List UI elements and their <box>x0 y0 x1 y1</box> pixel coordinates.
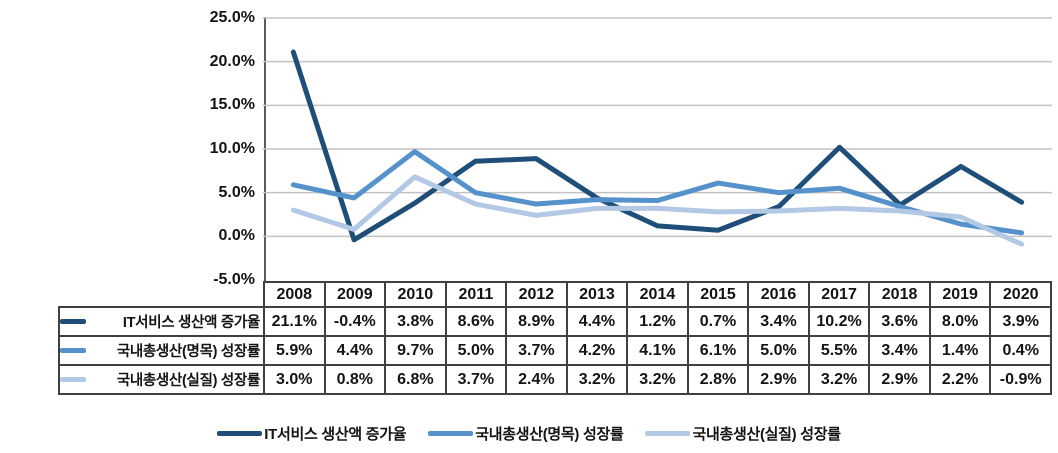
year-cell: 2012 <box>505 281 568 308</box>
table-row: 국내총생산(실질) 성장률 3.0% 0.8% 6.8% 3.7% 2.4% 3.2% 3.2… <box>58 364 1052 395</box>
legend-label: IT서비스 생산액 증가율 <box>264 425 407 443</box>
value-cell: 6.8% <box>384 364 447 395</box>
legend-item: IT서비스 생산액 증가율 <box>217 423 407 444</box>
value-cell: 4.4% <box>323 335 387 366</box>
series-line <box>290 149 1025 236</box>
series-label: 국내총생산(실질) 성장률 <box>116 373 260 389</box>
series-label: IT서비스 생산액 증가율 <box>122 315 260 331</box>
value-cell: 3.2% <box>807 364 871 395</box>
year-cell: 2013 <box>565 281 629 308</box>
value-cell: 0.8% <box>323 364 387 395</box>
value-cell: 5.5% <box>807 335 871 366</box>
value-cell: 10.2% <box>807 306 871 337</box>
value-cell: 2.9% <box>868 364 931 395</box>
series-line <box>290 174 1025 247</box>
value-cell: 1.2% <box>626 306 689 337</box>
value-cell: 5.9% <box>263 335 326 366</box>
legend: IT서비스 생산액 증가율 국내총생산(명목) 성장률 국내총생산(실질) 성장률 <box>0 420 1058 446</box>
y-tick-label: 15.0% <box>209 96 255 114</box>
year-cell: 2008 <box>263 281 326 308</box>
value-cell: 3.0% <box>263 364 326 395</box>
series-key-line-icon <box>61 348 86 353</box>
value-cell: 21.1% <box>263 306 326 337</box>
value-cell: 6.1% <box>686 335 750 366</box>
value-cell: 8.0% <box>928 306 992 337</box>
table-corner-blank <box>59 282 264 307</box>
value-cell: 4.2% <box>565 335 629 366</box>
series-key-line-icon <box>61 319 86 324</box>
value-cell: 2.2% <box>928 364 992 395</box>
value-cell: 1.4% <box>928 335 992 366</box>
plot <box>263 17 1052 247</box>
year-cell: 2010 <box>384 281 447 308</box>
table-row: IT서비스 생산액 증가율 21.1% -0.4% 3.8% 8.6% 8.9% 4.4% 1… <box>58 306 1052 337</box>
value-cell: 8.9% <box>505 306 568 337</box>
year-cell: 2015 <box>686 281 750 308</box>
y-tick-label: 20.0% <box>209 52 255 70</box>
y-axis-labels: 25.0% 20.0% 15.0% 10.0% 5.0% 0.0% -5.0% <box>0 0 255 300</box>
value-cell: -0.9% <box>989 364 1052 395</box>
value-cell: 3.2% <box>565 364 629 395</box>
value-cell: 3.8% <box>384 306 447 337</box>
y-tick-label: 25.0% <box>209 9 255 26</box>
value-cell: 5.0% <box>444 335 508 366</box>
value-cell: 2.8% <box>686 364 750 395</box>
value-cell: -0.4% <box>323 306 387 337</box>
legend-line-icon <box>217 430 263 436</box>
year-cell: 2014 <box>626 281 689 308</box>
legend-label: 국내총생산(실질) 성장률 <box>692 425 841 443</box>
value-cell: 2.4% <box>505 364 568 395</box>
value-cell: 5.0% <box>747 335 810 366</box>
year-cell: 2016 <box>747 281 810 308</box>
y-tick-label: -5.0% <box>213 271 255 288</box>
legend-label: 국내총생산(명목) 성장률 <box>475 425 624 443</box>
legend-line-icon <box>645 430 691 436</box>
series-label-cell: IT서비스 생산액 증가율 <box>58 306 265 337</box>
year-cell: 2019 <box>928 281 992 308</box>
value-cell: 3.4% <box>868 335 931 366</box>
legend-item: 국내총생산(실질) 성장률 <box>645 423 841 444</box>
series-label-cell: 국내총생산(실질) 성장률 <box>58 364 265 395</box>
value-cell: 3.7% <box>444 364 508 395</box>
table-row-years: 2008 2009 2010 2011 2012 2013 2014 2015 2016 2017… <box>59 281 1052 308</box>
legend-item: 국내총생산(명목) 성장률 <box>428 423 624 444</box>
y-tick-label: 0.0% <box>218 227 255 245</box>
y-tick-label: 10.0% <box>209 140 255 157</box>
value-cell: 3.2% <box>626 364 689 395</box>
value-cell: 3.7% <box>505 335 568 366</box>
value-cell: 9.7% <box>384 335 447 366</box>
data-table: 2008 2009 2010 2011 2012 2013 2014 2015 2016 2017… <box>58 281 1052 395</box>
value-cell: 8.6% <box>444 306 508 337</box>
year-cell: 2017 <box>807 281 871 308</box>
value-cell: 4.1% <box>626 335 689 366</box>
series-label-cell: 국내총생산(명목) 성장률 <box>58 335 265 366</box>
value-cell: 3.6% <box>868 306 931 337</box>
year-cell: 2020 <box>989 281 1052 308</box>
series-key-line-icon <box>61 377 86 382</box>
value-cell: 0.4% <box>989 335 1052 366</box>
table-row: 국내총생산(명목) 성장률 5.9% 4.4% 9.7% 5.0% 3.7% 4.2% 4.1… <box>58 335 1052 366</box>
year-cell: 2011 <box>444 281 508 308</box>
year-cell: 2009 <box>323 281 387 308</box>
y-tick-label: 5.0% <box>218 183 255 201</box>
value-cell: 0.7% <box>686 306 750 337</box>
series-label: 국내총생산(명목) 성장률 <box>116 344 260 360</box>
value-cell: 2.9% <box>747 364 810 395</box>
value-cell: 4.4% <box>565 306 629 337</box>
value-cell: 3.4% <box>747 306 810 337</box>
value-cell: 3.9% <box>989 306 1052 337</box>
year-cell: 2018 <box>868 281 931 308</box>
legend-line-icon <box>428 430 474 436</box>
